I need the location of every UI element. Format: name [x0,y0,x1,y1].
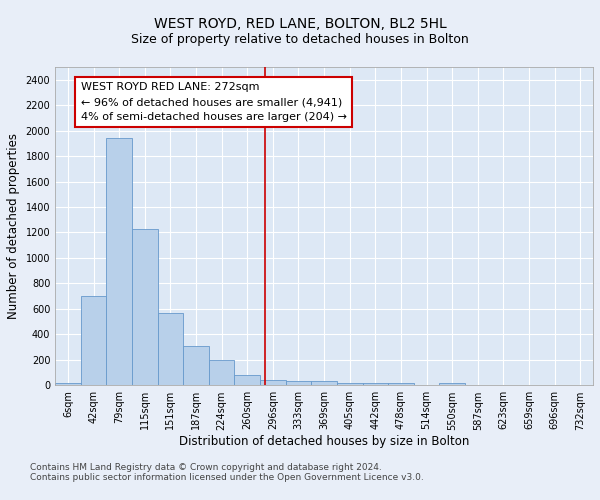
Bar [337,382,362,386]
Bar [55,382,81,386]
Text: WEST ROYD RED LANE: 272sqm
← 96% of detached houses are smaller (4,941)
4% of se: WEST ROYD RED LANE: 272sqm ← 96% of deta… [81,82,347,122]
Bar [81,296,106,386]
X-axis label: Distribution of detached houses by size in Bolton: Distribution of detached houses by size … [179,435,469,448]
Bar [439,382,465,386]
Bar [388,382,414,386]
Text: Contains HM Land Registry data © Crown copyright and database right 2024.: Contains HM Land Registry data © Crown c… [30,464,382,472]
Text: Contains public sector information licensed under the Open Government Licence v3: Contains public sector information licen… [30,472,424,482]
Text: WEST ROYD, RED LANE, BOLTON, BL2 5HL: WEST ROYD, RED LANE, BOLTON, BL2 5HL [154,18,446,32]
Bar [260,380,286,386]
Bar [362,384,388,386]
Bar [106,138,132,386]
Bar [311,381,337,386]
Bar [132,230,158,386]
Y-axis label: Number of detached properties: Number of detached properties [7,133,20,319]
Text: Size of property relative to detached houses in Bolton: Size of property relative to detached ho… [131,32,469,46]
Bar [235,375,260,386]
Bar [286,381,311,386]
Bar [209,360,235,386]
Bar [158,312,183,386]
Bar [183,346,209,386]
